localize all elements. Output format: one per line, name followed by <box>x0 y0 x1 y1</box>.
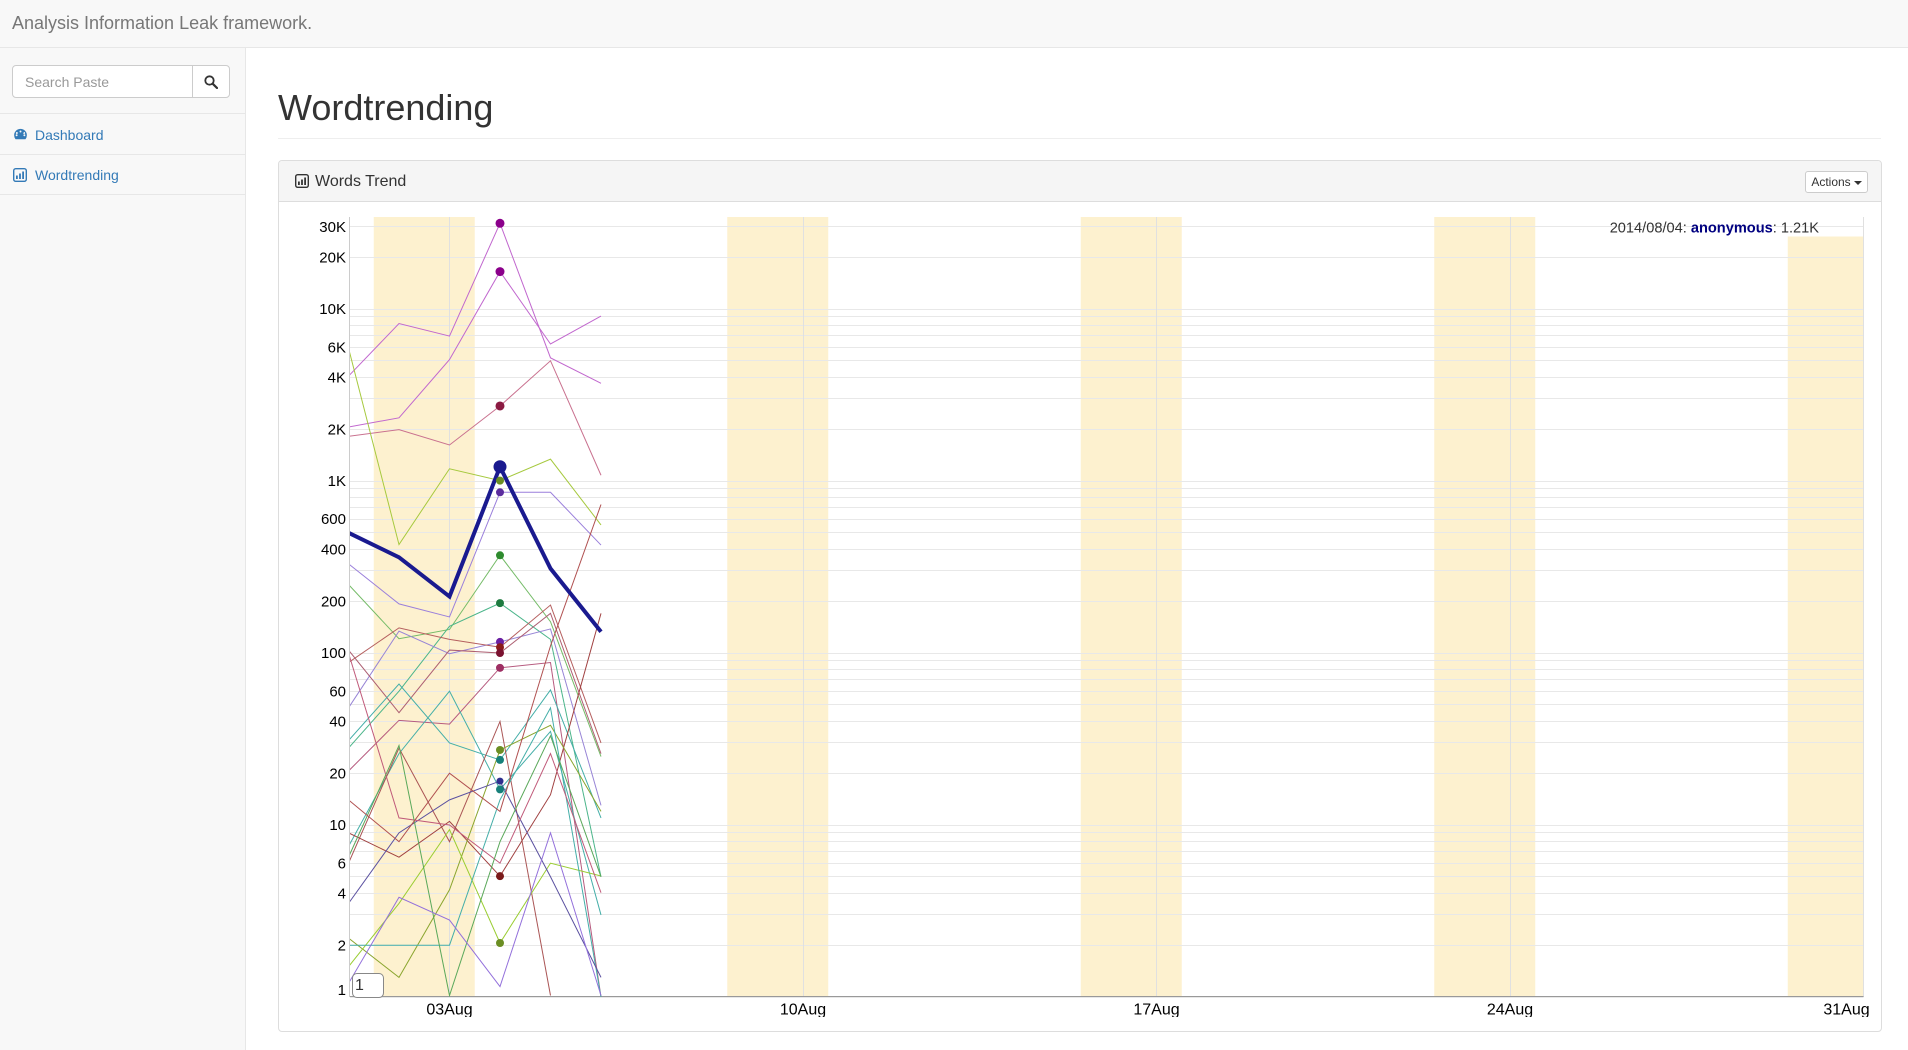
svg-text:30K: 30K <box>319 219 346 236</box>
svg-text:20: 20 <box>329 765 346 782</box>
svg-text:10K: 10K <box>319 301 346 318</box>
svg-text:10Aug: 10Aug <box>780 1002 826 1018</box>
svg-text:2K: 2K <box>328 421 346 438</box>
svg-text:400: 400 <box>321 541 346 558</box>
svg-text:2014/08/04: anonymous: 1.21K: 2014/08/04: anonymous: 1.21K <box>1610 221 1820 237</box>
svg-text:2: 2 <box>338 937 346 954</box>
svg-text:4K: 4K <box>328 370 346 387</box>
svg-text:6: 6 <box>338 855 346 872</box>
svg-text:20K: 20K <box>319 249 346 266</box>
svg-text:40: 40 <box>329 714 346 731</box>
svg-text:10: 10 <box>329 817 346 834</box>
svg-text:1: 1 <box>338 982 346 999</box>
svg-text:03Aug: 03Aug <box>426 1002 472 1018</box>
svg-text:100: 100 <box>321 645 346 662</box>
svg-text:17Aug: 17Aug <box>1133 1002 1179 1018</box>
svg-text:1K: 1K <box>328 473 346 490</box>
svg-text:6K: 6K <box>328 339 346 356</box>
svg-text:200: 200 <box>321 593 346 610</box>
svg-text:31Aug: 31Aug <box>1823 1002 1869 1018</box>
svg-text:24Aug: 24Aug <box>1487 1002 1533 1018</box>
svg-text:600: 600 <box>321 511 346 528</box>
svg-text:60: 60 <box>329 683 346 700</box>
svg-text:4: 4 <box>338 886 346 903</box>
